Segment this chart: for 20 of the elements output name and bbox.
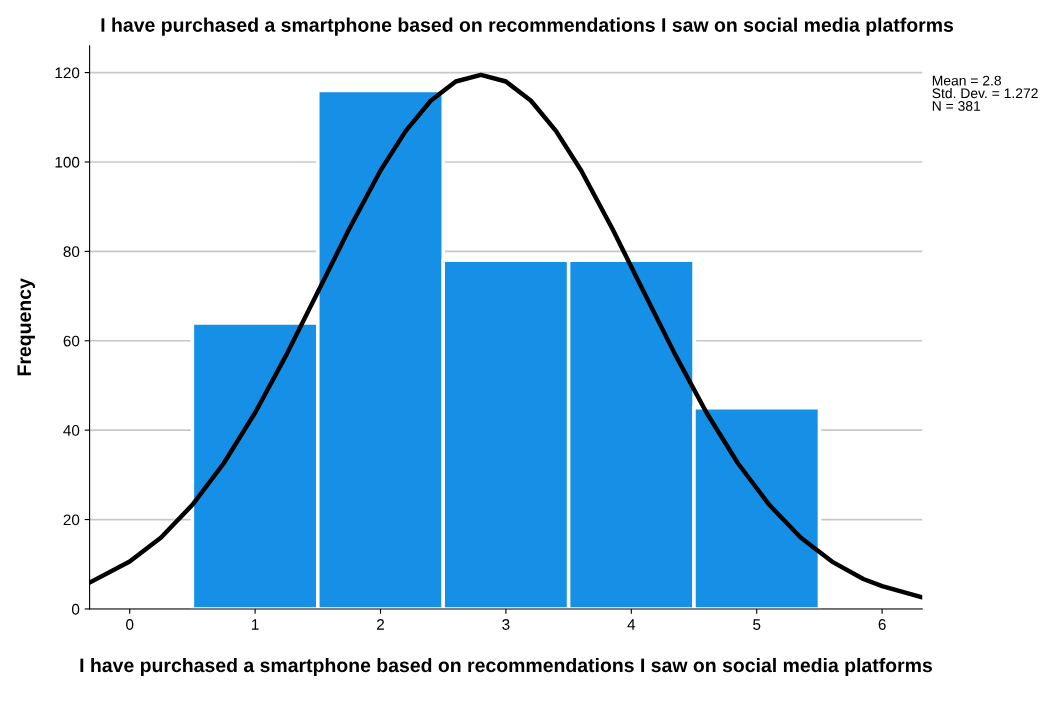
text: N = 381 [932,101,981,111]
x-tick-label: 4 [627,619,636,630]
y-axis-title: Frequency [17,278,35,376]
x-tick-label: 3 [502,619,510,630]
text: Std. Dev. = 1.272 [932,88,1038,99]
y-tick-label: 20 [63,514,80,526]
y-tick-label: 40 [63,425,80,436]
x-tick-label: 5 [753,619,761,630]
x-tick-label: 2 [377,619,384,630]
x-tick-label: 6 [878,619,886,630]
x-tick-label: 1 [252,619,259,630]
y-tick-label: 120 [55,67,80,79]
y-tick-label: 80 [63,246,80,258]
x-tick-label: 0 [126,619,134,630]
y-tick-label: 0 [71,603,80,615]
chart-title: I have purchased a smartphone based on recommendations I saw on social media platforms [101,17,954,36]
text: Mean = 2.8 [932,75,1002,86]
x-axis-title: I have purchased a smartphone based on recommendations I saw on social media platforms [80,657,932,677]
y-tick-label: 100 [55,156,80,168]
y-tick-label: 60 [63,335,80,347]
